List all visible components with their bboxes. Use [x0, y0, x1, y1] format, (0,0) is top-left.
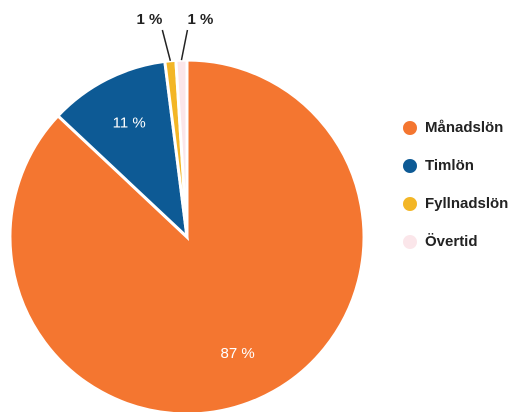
leader-line — [180, 29, 189, 61]
legend-label: Fyllnadslön — [425, 195, 508, 212]
legend-label: Övertid — [425, 233, 478, 250]
legend-marker — [403, 159, 417, 173]
slice-label: 1 % — [187, 11, 213, 28]
legend-label: Månadslön — [425, 119, 503, 136]
pie-slice — [55, 59, 190, 241]
pie-slice — [8, 58, 366, 412]
legend-marker — [403, 121, 417, 135]
leader-line — [161, 29, 172, 61]
slice-label: 87 % — [221, 345, 255, 362]
pie-slice — [174, 58, 189, 238]
legend-label: Timlön — [425, 157, 474, 174]
legend-marker — [403, 235, 417, 249]
slice-label: 1 % — [136, 11, 162, 28]
slice-label: 11 % — [113, 114, 146, 131]
legend-marker — [403, 197, 417, 211]
